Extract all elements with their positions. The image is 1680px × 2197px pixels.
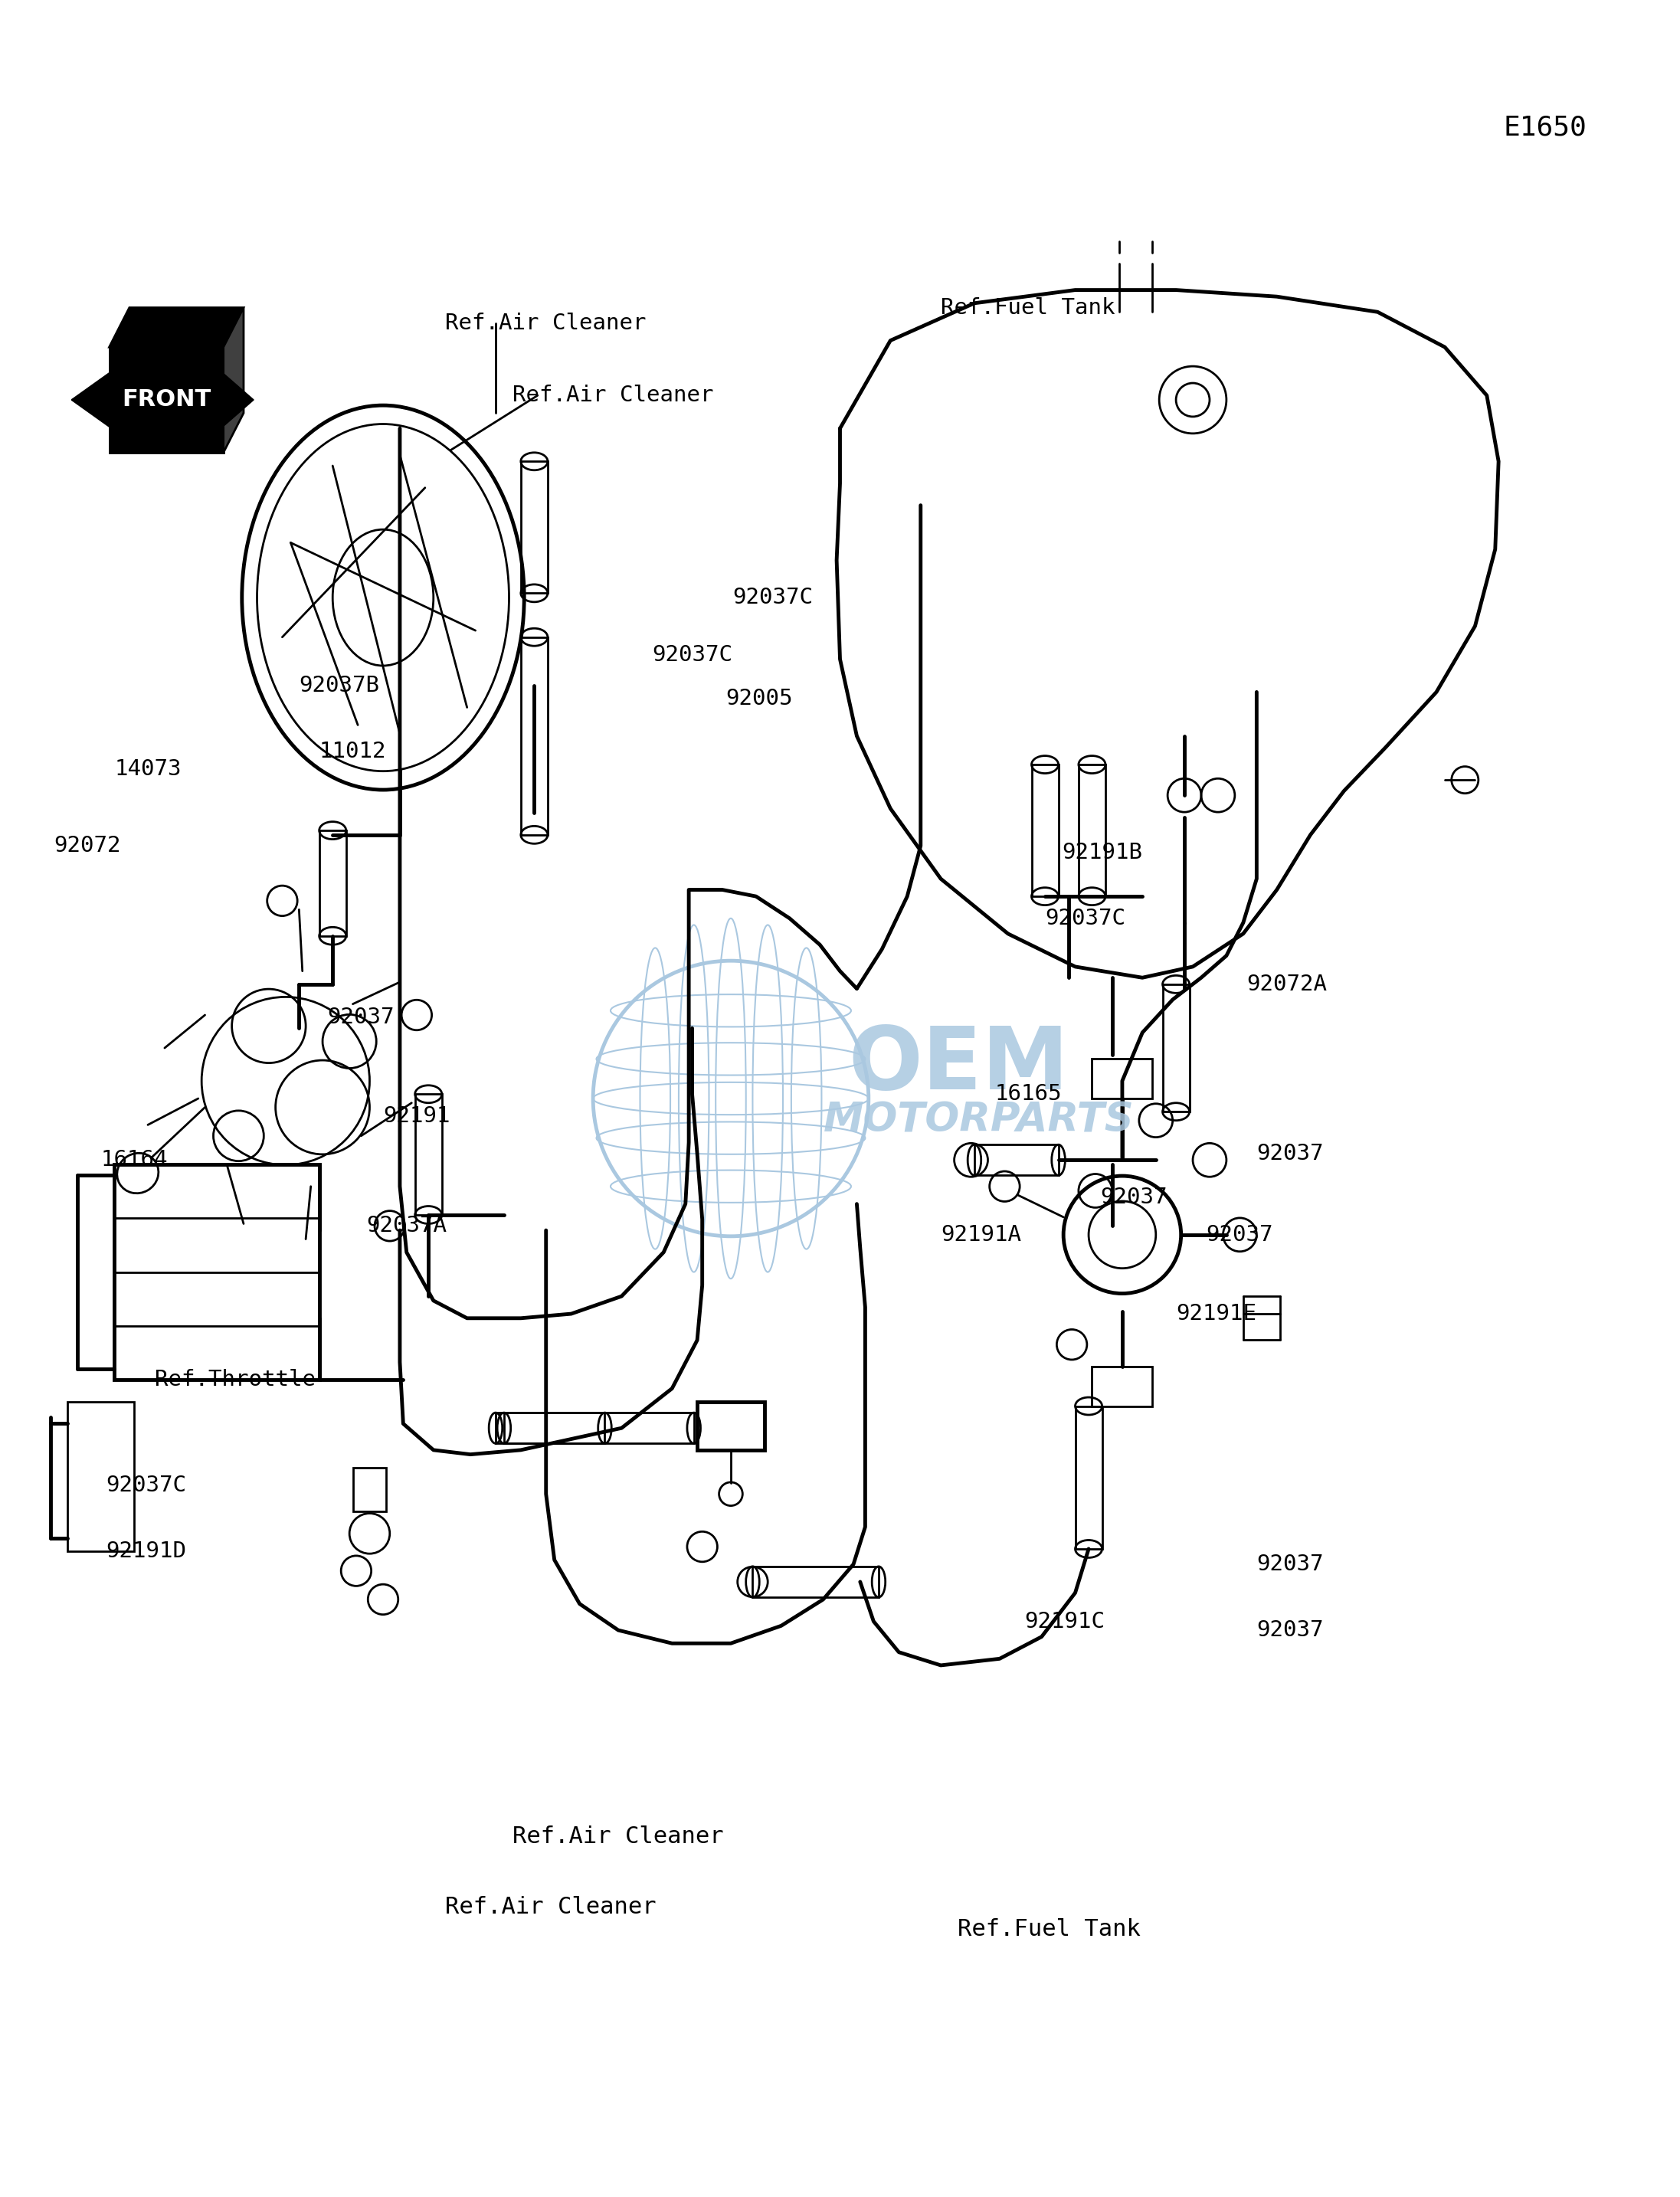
Text: 92191B: 92191B bbox=[1062, 841, 1142, 863]
Text: 14073: 14073 bbox=[114, 758, 181, 780]
Text: 92191C: 92191C bbox=[1025, 1610, 1105, 1632]
Text: 92037: 92037 bbox=[1257, 1142, 1324, 1164]
Text: 92191D: 92191D bbox=[106, 1540, 186, 1562]
Bar bbox=[67, 1402, 134, 1551]
Text: MOTORPARTS: MOTORPARTS bbox=[823, 1101, 1134, 1140]
Text: 16165: 16165 bbox=[995, 1083, 1062, 1105]
Bar bbox=[1032, 765, 1058, 896]
Text: 92191E: 92191E bbox=[1176, 1303, 1257, 1325]
Text: Ref.Fuel Tank: Ref.Fuel Tank bbox=[958, 1918, 1141, 1940]
Bar bbox=[1092, 1059, 1152, 1098]
Text: 92191A: 92191A bbox=[941, 1224, 1021, 1246]
Bar bbox=[1075, 1406, 1102, 1549]
Text: 92037: 92037 bbox=[1100, 1186, 1168, 1208]
Bar bbox=[1092, 1367, 1152, 1406]
Bar bbox=[1163, 984, 1189, 1112]
Text: 92037A: 92037A bbox=[366, 1215, 447, 1237]
Bar bbox=[521, 461, 548, 593]
Text: 92037C: 92037C bbox=[732, 587, 813, 609]
Text: FRONT: FRONT bbox=[121, 389, 212, 411]
Bar bbox=[974, 1145, 1058, 1175]
Text: 92005: 92005 bbox=[726, 688, 793, 710]
Bar bbox=[353, 1468, 386, 1512]
Text: E1650: E1650 bbox=[1504, 114, 1588, 141]
Bar bbox=[1079, 765, 1105, 896]
Text: 16164: 16164 bbox=[101, 1149, 168, 1171]
Text: 92037C: 92037C bbox=[1045, 907, 1126, 929]
Text: 92037: 92037 bbox=[1257, 1619, 1324, 1641]
Bar bbox=[697, 1402, 764, 1450]
Bar bbox=[415, 1094, 442, 1215]
Bar bbox=[521, 637, 548, 835]
Text: Ref.Throttle: Ref.Throttle bbox=[155, 1369, 316, 1391]
Text: 92037B: 92037B bbox=[299, 674, 380, 696]
Bar bbox=[114, 1164, 319, 1380]
Polygon shape bbox=[223, 308, 244, 453]
Text: Ref.Fuel Tank: Ref.Fuel Tank bbox=[941, 297, 1116, 319]
Text: 92037: 92037 bbox=[328, 1006, 395, 1028]
Bar bbox=[753, 1566, 879, 1597]
Text: 11012: 11012 bbox=[319, 740, 386, 762]
Text: 92037C: 92037C bbox=[106, 1474, 186, 1496]
Text: 92037: 92037 bbox=[1206, 1224, 1273, 1246]
Text: 92191: 92191 bbox=[383, 1105, 450, 1127]
Bar bbox=[504, 1413, 605, 1443]
Text: 92072A: 92072A bbox=[1247, 973, 1327, 995]
Text: 92072: 92072 bbox=[54, 835, 121, 857]
Text: 92037C: 92037C bbox=[652, 644, 732, 666]
Text: Ref.Air Cleaner: Ref.Air Cleaner bbox=[512, 1826, 724, 1848]
Text: 92037: 92037 bbox=[1257, 1553, 1324, 1575]
Polygon shape bbox=[72, 373, 109, 426]
Text: Ref.Air Cleaner: Ref.Air Cleaner bbox=[445, 312, 647, 334]
Bar bbox=[319, 830, 346, 936]
Text: Ref.Air Cleaner: Ref.Air Cleaner bbox=[512, 384, 714, 406]
Polygon shape bbox=[109, 347, 223, 453]
Polygon shape bbox=[109, 308, 244, 347]
Text: Ref.Air Cleaner: Ref.Air Cleaner bbox=[445, 1896, 657, 1918]
Polygon shape bbox=[223, 373, 254, 426]
Text: OEM: OEM bbox=[848, 1024, 1068, 1107]
Bar bbox=[496, 1413, 694, 1443]
